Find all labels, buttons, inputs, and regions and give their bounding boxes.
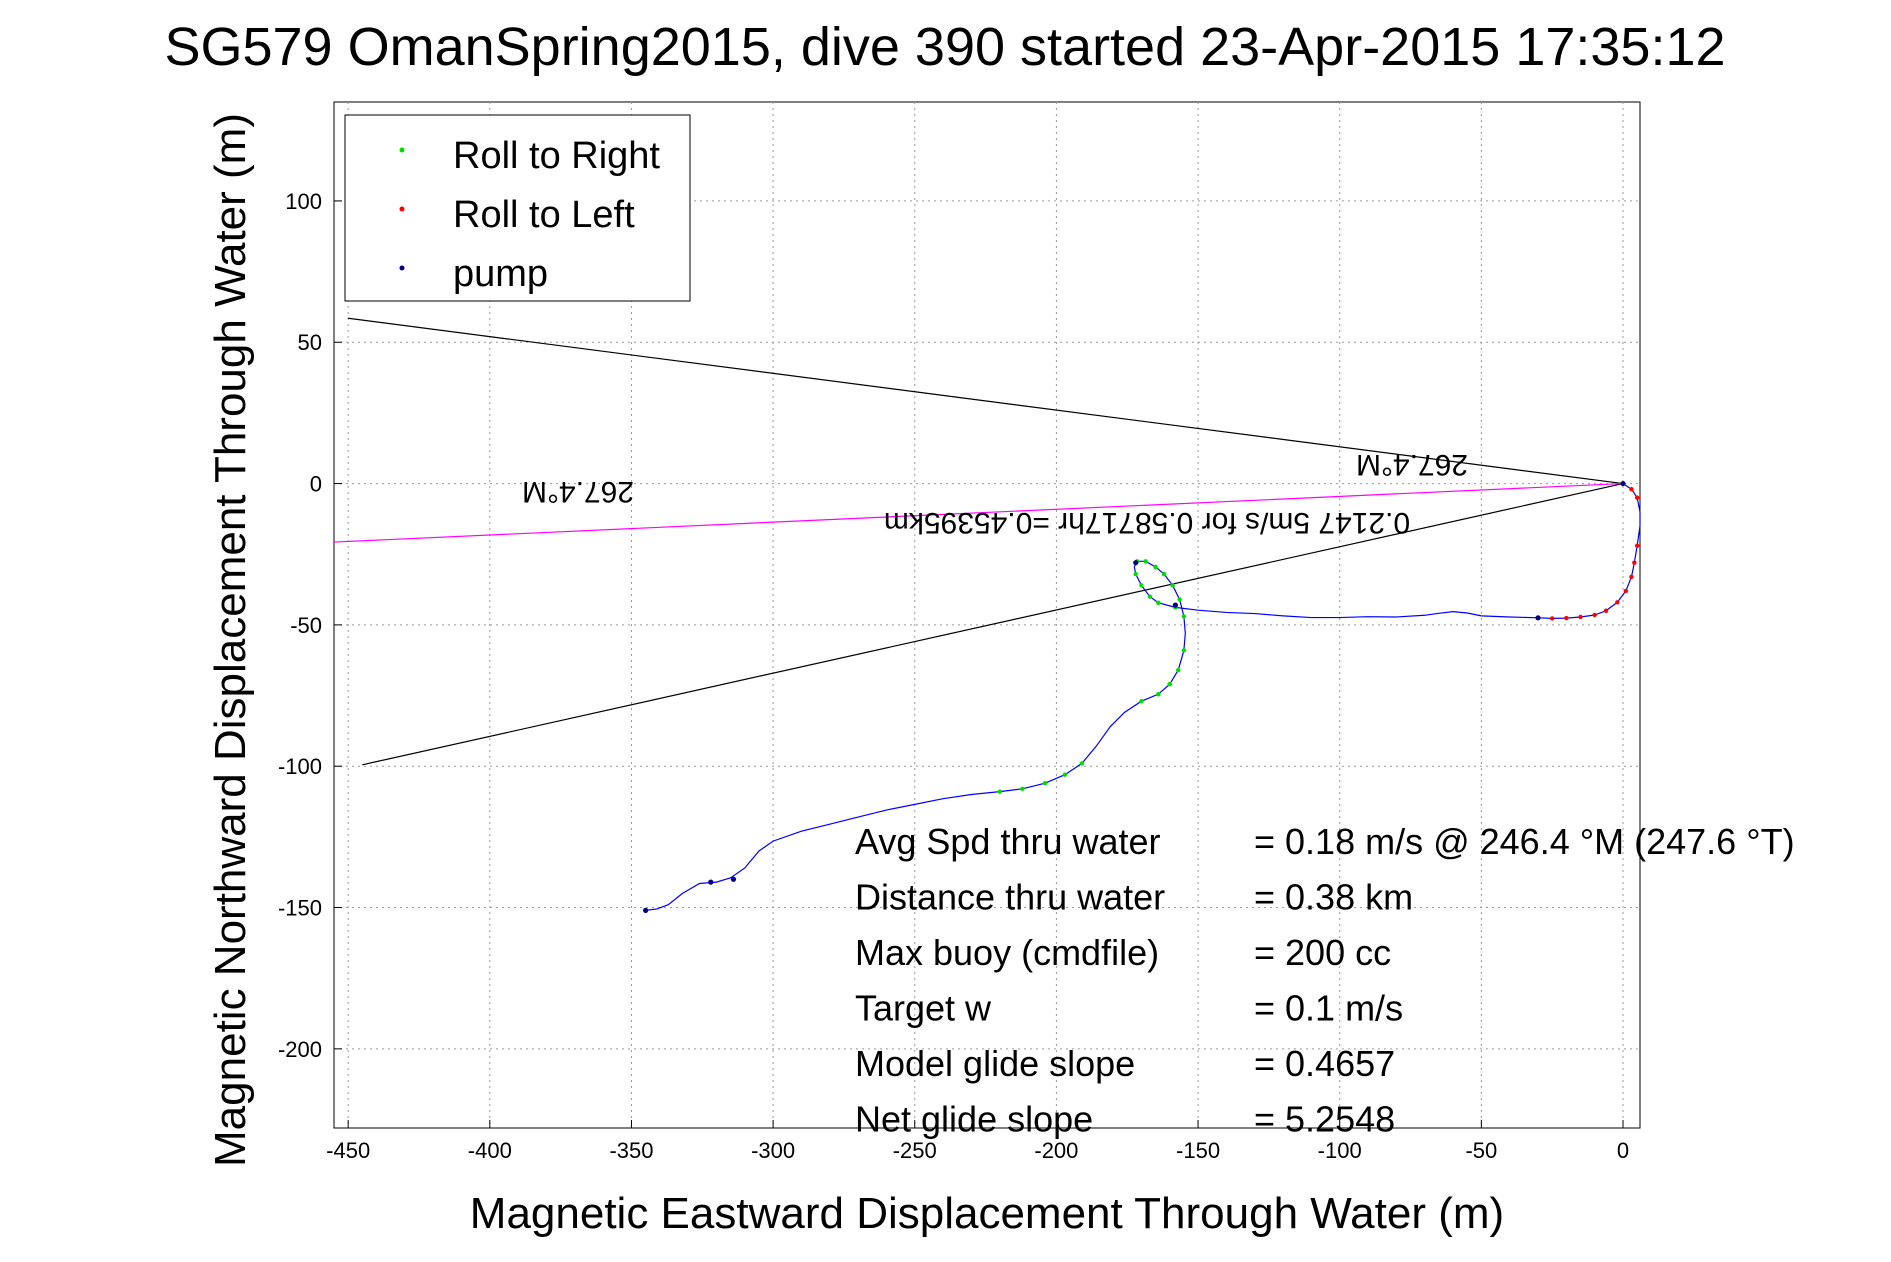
roll-left-point	[1578, 614, 1583, 620]
stat-label: Net glide slope	[855, 1099, 1093, 1140]
roll-right-point	[1020, 786, 1025, 792]
stat-label: Avg Spd thru water	[855, 821, 1161, 862]
roll-right-point	[1147, 594, 1153, 599]
stat-value: = 0.1 m/s	[1254, 988, 1403, 1029]
x-tick-label: -200	[1034, 1138, 1078, 1163]
pump-point	[1620, 480, 1626, 487]
reference-lines	[333, 317, 1624, 766]
roll-left-point	[1603, 608, 1609, 613]
y-tick-label: -50	[290, 613, 322, 638]
legend-label: Roll to Left	[453, 194, 635, 236]
x-tick-label: -100	[1318, 1138, 1362, 1163]
dive-stats-block: Avg Spd thru water = 0.18 m/s @ 246.4 °M …	[855, 821, 1795, 1140]
pump-point	[708, 879, 714, 885]
x-tick-labels: -450 -400 -350 -300 -250 -200 -150 -100 -50 0	[326, 1138, 1629, 1163]
heading-line-lower	[362, 482, 1624, 766]
x-tick-label: -400	[468, 1138, 512, 1163]
roll-left-point	[1564, 615, 1569, 621]
current-heading-line	[333, 482, 1624, 543]
roll-left-point	[1634, 495, 1640, 500]
roll-left-point	[1629, 487, 1634, 492]
roll-right-point	[1177, 597, 1182, 602]
legend-marker	[399, 265, 405, 271]
x-axis-label: Magnetic Eastward Displacement Through W…	[470, 1189, 1504, 1238]
y-tick-label: -200	[278, 1037, 322, 1062]
heading-label-right: 267.4°M	[1356, 448, 1468, 481]
stat-value: = 0.38 km	[1254, 877, 1413, 918]
stat-value: = 0.18 m/s @ 246.4 °M (247.6 °T)	[1254, 821, 1795, 862]
speed-annotation: 0.2147 5m/s for 0.58717hr =0.45395km	[884, 506, 1410, 539]
stat-label: Distance thru water	[855, 877, 1165, 918]
roll-right-point	[1181, 614, 1187, 619]
roll-right-point	[1079, 761, 1085, 766]
x-tick-label: -250	[893, 1138, 937, 1163]
roll-left-point	[1592, 612, 1597, 618]
x-tick-label: -350	[609, 1138, 653, 1163]
y-tick-label: -100	[278, 754, 322, 779]
roll-left-point	[1634, 543, 1640, 548]
annotations: 267.4°M 267.4°M 0.2147 5m/s for 0.58717hr …	[522, 448, 1468, 539]
track-line	[645, 483, 1641, 911]
pump-point	[1133, 560, 1139, 566]
roll-left-point	[1629, 574, 1634, 580]
y-tick-labels: 100 50 0 -50 -100 -150 -200	[278, 189, 322, 1062]
legend-label: pump	[453, 253, 548, 295]
roll-right-point	[1167, 682, 1172, 687]
roll-right-point	[1181, 648, 1187, 653]
roll-left-point	[1632, 560, 1637, 565]
stat-value: = 0.4657	[1254, 1043, 1395, 1084]
glider-track	[643, 480, 1641, 913]
roll-right-point	[1062, 772, 1068, 777]
legend-marker	[399, 206, 405, 212]
roll-right-point	[1143, 559, 1148, 564]
y-tick-label: 0	[310, 472, 322, 497]
heading-line-upper	[348, 317, 1624, 485]
pump-point	[730, 876, 737, 882]
legend-marker	[399, 147, 405, 153]
chart-title: SG579 OmanSpring2015, dive 390 started 2…	[164, 17, 1725, 77]
x-tick-label: -300	[751, 1138, 795, 1163]
stat-value: = 200 cc	[1254, 932, 1391, 973]
pump-point	[1535, 615, 1541, 621]
y-tick-label: -150	[278, 896, 322, 921]
roll-right-point	[1153, 564, 1158, 570]
roll-left-point	[1623, 588, 1629, 594]
x-tick-label: 0	[1617, 1138, 1629, 1163]
heading-label-left: 267.4°M	[522, 475, 634, 508]
roll-left-point	[1615, 600, 1620, 605]
roll-right-point	[1170, 583, 1175, 588]
legend: Roll to Right Roll to Left pump	[344, 114, 691, 302]
x-tick-label: -150	[1176, 1138, 1220, 1163]
roll-right-point	[1139, 583, 1144, 588]
roll-right-point	[1042, 780, 1048, 786]
roll-left-point	[1549, 616, 1555, 621]
roll-right-point	[1161, 571, 1167, 577]
x-tick-label: -450	[326, 1138, 370, 1163]
roll-right-point	[1176, 667, 1181, 673]
stat-label: Target w	[855, 988, 992, 1029]
stat-label: Max buoy (cmdfile)	[855, 932, 1159, 973]
roll-right-point	[1156, 600, 1161, 606]
x-tick-label: -50	[1465, 1138, 1497, 1163]
roll-right-point	[1139, 699, 1144, 704]
roll-right-point	[1156, 691, 1161, 697]
legend-label: Roll to Right	[453, 135, 660, 177]
stat-value: = 5.2548	[1254, 1099, 1395, 1140]
y-axis-label: Magnetic Northward Displacement Through …	[206, 113, 255, 1167]
stat-label: Model glide slope	[855, 1043, 1135, 1084]
pump-point	[643, 907, 649, 913]
roll-right-point	[997, 789, 1002, 794]
pump-point	[1172, 602, 1178, 608]
y-tick-label: 100	[285, 189, 322, 214]
y-tick-label: 50	[298, 330, 322, 355]
roll-right-point	[1133, 571, 1138, 577]
